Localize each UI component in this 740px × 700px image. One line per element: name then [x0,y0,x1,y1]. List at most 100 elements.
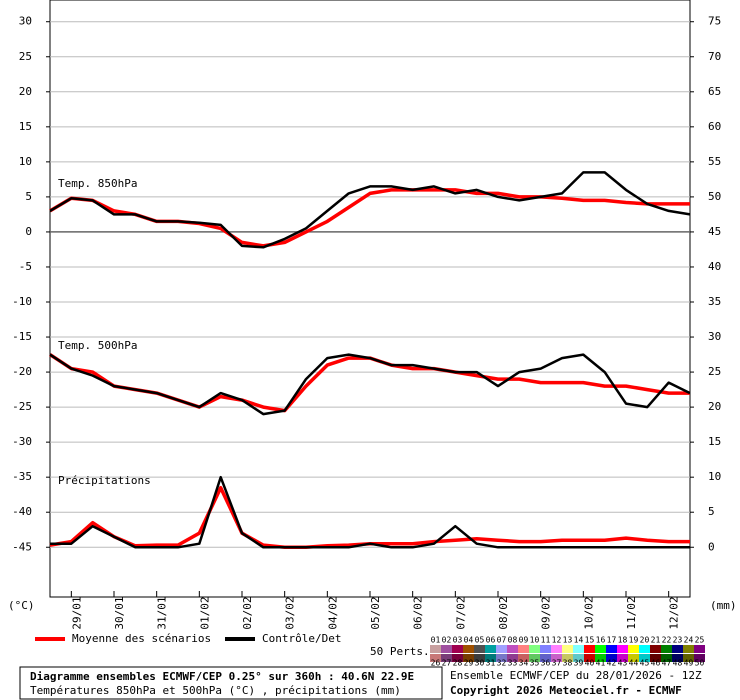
y2-tick-label: 60 [708,120,721,133]
member-label: 08 [508,636,518,645]
y2-tick-label: 45 [708,225,721,238]
member-swatch [529,645,540,653]
y2-tick-label: 55 [708,155,721,168]
member-label: 11 [541,636,551,645]
member-swatch [441,645,452,653]
member-label: 23 [673,636,683,645]
y-tick-label: 30 [19,15,32,28]
y2-tick-label: 25 [708,365,721,378]
member-label: 16 [596,636,606,645]
y2-tick-label: 65 [708,85,721,98]
y-tick-label: -30 [12,435,32,448]
member-label: 26 [431,659,441,668]
member-swatch [452,654,463,662]
x-tick-label: 29/01 [70,596,83,629]
y2-tick-label: 50 [708,190,721,203]
member-swatch [694,645,705,653]
member-swatch [441,654,452,662]
member-label: 22 [662,636,672,645]
member-label: 25 [695,636,705,645]
member-label: 07 [497,636,507,645]
y2-tick-label: 70 [708,50,721,63]
member-label: 43 [618,659,628,668]
member-label: 05 [475,636,485,645]
y-tick-label: 5 [25,190,32,203]
footer-title: Diagramme ensembles ECMWF/CEP 0.25° sur … [30,670,414,683]
member-label: 10 [530,636,540,645]
member-swatch [507,654,518,662]
member-swatch [485,645,496,653]
x-tick-label: 03/02 [284,596,297,629]
member-label: 32 [497,659,507,668]
control-line [49,171,691,249]
member-label: 01 [431,636,441,645]
x-tick-label: 04/02 [326,596,339,629]
member-swatch [694,654,705,662]
footer-box [19,666,443,700]
x-tick-label: 05/02 [369,596,382,629]
member-swatch [617,645,628,653]
member-swatch [617,654,628,662]
member-label: 21 [651,636,661,645]
member-swatch [485,654,496,662]
run-info: Ensemble ECMWF/CEP du 28/01/2026 - 12Z [450,669,702,682]
member-label: 03 [453,636,463,645]
member-swatch [595,654,606,662]
member-swatch [474,654,485,662]
member-swatch [430,645,441,653]
member-swatch [606,645,617,653]
x-tick-label: 12/02 [668,596,681,629]
y-tick-label: 20 [19,85,32,98]
y-tick-label: -45 [12,540,32,553]
y-tick-label: -15 [12,330,32,343]
panel-label: Temp. 500hPa [58,339,137,352]
y-tick-label: -35 [12,470,32,483]
member-swatch [661,645,672,653]
member-label: 15 [585,636,595,645]
member-label: 09 [519,636,529,645]
member-swatch [672,645,683,653]
member-swatch [551,645,562,653]
legend-label: Contrôle/Det [262,632,341,645]
member-label: 28 [453,659,463,668]
y-tick-label: -40 [12,505,32,518]
member-label: 42 [607,659,617,668]
y-tick-label: -20 [12,365,32,378]
y2-unit: (mm) [710,599,737,612]
member-swatch [639,645,650,653]
member-label: 29 [464,659,474,668]
member-swatch [507,645,518,653]
footer-subtitle: Températures 850hPa et 500hPa (°C) , pré… [30,684,401,697]
member-label: 35 [530,659,540,668]
plot-frame [49,0,691,598]
member-label: 06 [486,636,496,645]
member-swatch [650,654,661,662]
member-label: 38 [563,659,573,668]
y-tick-label: 10 [19,155,32,168]
member-swatch [661,654,672,662]
member-label: 40 [585,659,595,668]
member-label: 41 [596,659,606,668]
member-label: 27 [442,659,452,668]
member-swatch [551,654,562,662]
panel-label: Temp. 850hPa [58,177,137,190]
x-tick-label: 10/02 [582,596,595,629]
y2-tick-label: 15 [708,435,721,448]
x-tick-label: 30/01 [113,596,126,629]
x-tick-label: 07/02 [454,596,467,629]
member-swatch [562,654,573,662]
member-label: 02 [442,636,452,645]
member-label: 17 [607,636,617,645]
member-swatch [683,654,694,662]
y2-tick-label: 30 [708,330,721,343]
member-swatch [518,654,529,662]
member-swatch [463,645,474,653]
x-tick-label: 11/02 [625,596,638,629]
y-tick-label: 15 [19,120,32,133]
member-label: 49 [684,659,694,668]
member-swatch [628,645,639,653]
member-label: 45 [640,659,650,668]
member-swatch [595,645,606,653]
member-label: 36 [541,659,551,668]
member-swatch [496,654,507,662]
